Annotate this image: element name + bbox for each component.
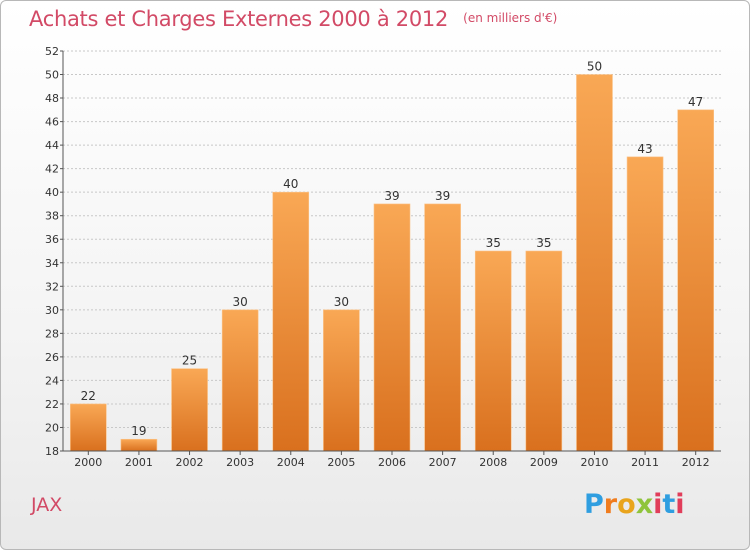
y-tick-label: 26	[45, 351, 59, 364]
data-label: 47	[688, 95, 703, 109]
data-label: 30	[334, 295, 349, 309]
y-tick-label: 48	[45, 92, 59, 105]
bar	[626, 156, 664, 452]
x-tick-label: 2008	[479, 456, 507, 469]
y-tick-label: 20	[45, 421, 59, 434]
y-tick-label: 30	[45, 304, 59, 317]
data-label: 50	[587, 60, 602, 74]
x-tick-label: 2002	[176, 456, 204, 469]
y-tick-label: 52	[45, 45, 59, 58]
x-tick-label: 2012	[682, 456, 710, 469]
y-tick-label: 42	[45, 163, 59, 176]
bar	[221, 309, 259, 452]
data-label: 35	[486, 236, 501, 250]
chart-subtitle: (en milliers d'€)	[463, 11, 558, 25]
y-tick-label: 46	[45, 116, 59, 129]
data-label: 43	[637, 142, 652, 156]
data-label: 39	[384, 189, 399, 203]
data-label: 39	[435, 189, 450, 203]
y-tick-label: 38	[45, 210, 59, 223]
y-tick-label: 40	[45, 186, 59, 199]
bar	[525, 250, 563, 452]
chart-title: Achats et Charges Externes 2000 à 2012	[29, 7, 449, 31]
bar	[474, 250, 512, 452]
y-tick-label: 34	[45, 257, 59, 270]
y-tick-label: 44	[45, 139, 59, 152]
logo-letter: o	[617, 489, 636, 520]
bar	[70, 403, 107, 452]
x-tick-label: 2009	[530, 456, 558, 469]
y-tick-label: 32	[45, 280, 59, 293]
x-tick-label: 2004	[277, 456, 305, 469]
y-tick-label: 22	[45, 398, 59, 411]
y-tick-label: 18	[45, 445, 59, 458]
x-tick-label: 2006	[378, 456, 406, 469]
x-tick-label: 2010	[580, 456, 608, 469]
bars	[70, 74, 714, 452]
x-tick-label: 2007	[429, 456, 457, 469]
x-tick-label: 2011	[631, 456, 659, 469]
bar	[171, 368, 208, 452]
logo-letter: P	[584, 489, 604, 520]
x-tick-label: 2000	[74, 456, 102, 469]
y-tick-label: 24	[45, 374, 59, 387]
logo-letter: i	[675, 489, 685, 520]
data-label: 35	[536, 236, 551, 250]
data-label: 25	[182, 354, 197, 368]
logo-letter: i	[653, 489, 663, 520]
y-tick-label: 50	[45, 69, 59, 82]
data-label: 30	[233, 295, 248, 309]
bar	[323, 309, 360, 452]
x-tick-label: 2005	[327, 456, 355, 469]
y-tick-label: 28	[45, 327, 59, 340]
data-label: 19	[131, 424, 146, 438]
bar	[576, 74, 613, 452]
title-line: Achats et Charges Externes 2000 à 2012 (…	[29, 7, 557, 31]
logo-letter: r	[603, 489, 618, 520]
x-tick-label: 2001	[125, 456, 153, 469]
axes: 18 20 22 24 26 28 30 32 34 36 38 40 42 44 46 48 50 52 2000…	[45, 45, 721, 469]
logo-letter: x	[635, 489, 654, 520]
data-label: 40	[283, 177, 298, 191]
x-tick-label: 2003	[226, 456, 254, 469]
bar	[677, 109, 714, 452]
proxiti-logo[interactable]: Proxiti	[584, 489, 685, 520]
bar	[424, 203, 461, 452]
data-labels: 22 19 25 30 40 30 39 39 35 35 50 43 47	[81, 60, 704, 439]
y-tick-label: 36	[45, 233, 59, 246]
logo-letter: t	[662, 489, 676, 520]
commune-name: JAX	[31, 494, 63, 516]
bar	[272, 191, 310, 452]
bar	[373, 203, 411, 452]
bar	[120, 438, 158, 452]
data-label: 22	[81, 389, 96, 403]
